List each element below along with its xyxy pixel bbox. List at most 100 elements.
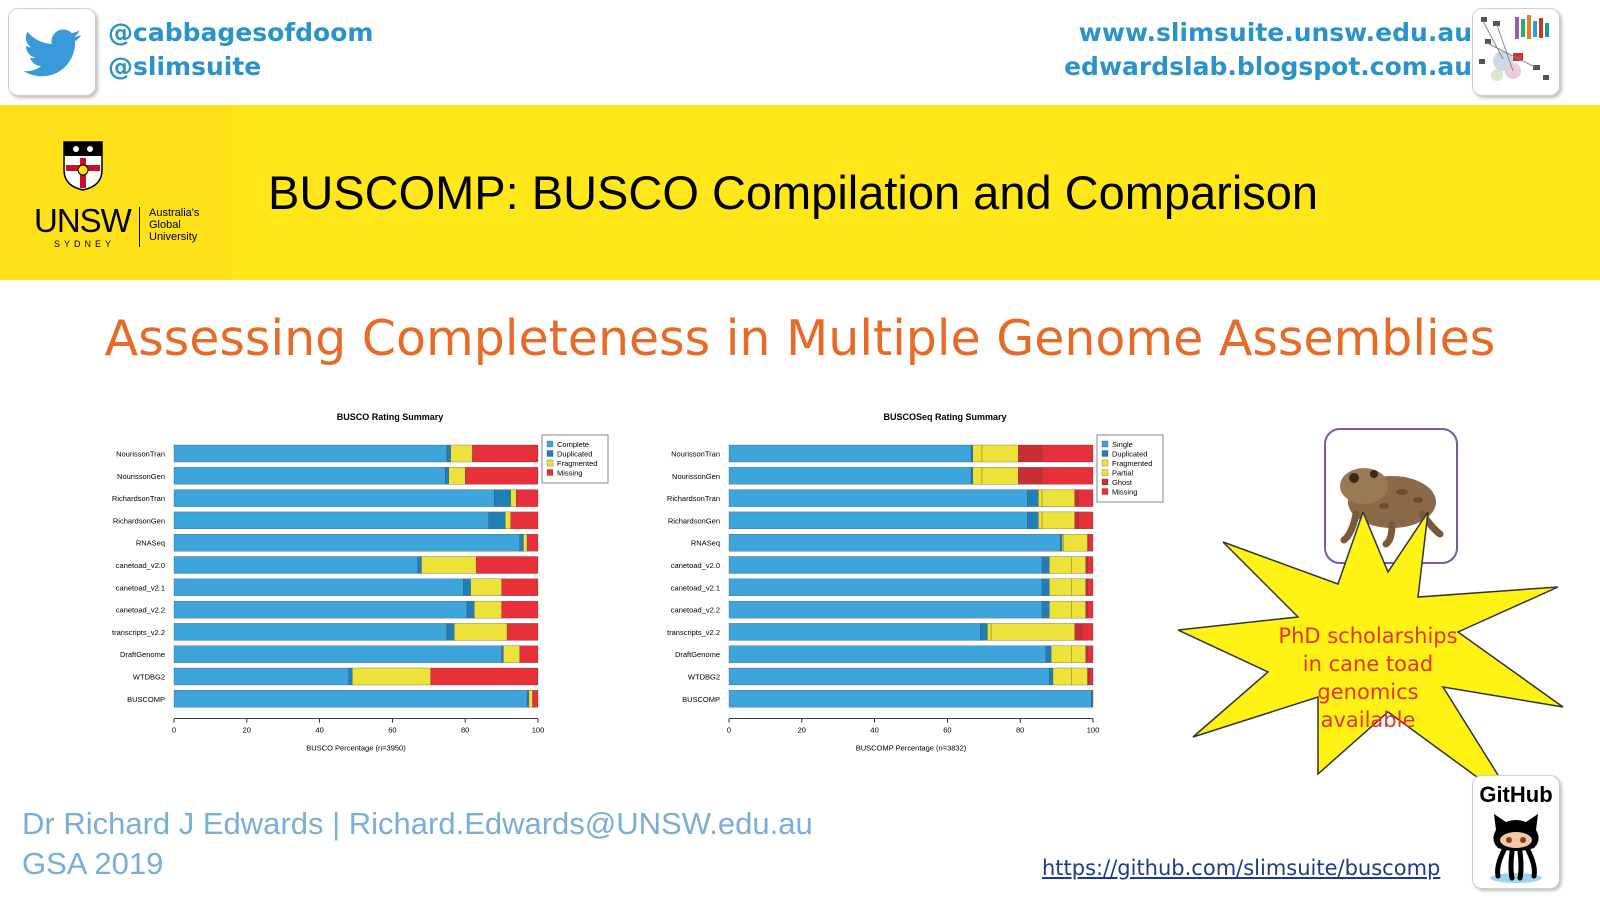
author-contact[interactable]: Dr Richard J Edwards | Richard.Edwards@U…: [22, 806, 813, 841]
bar-segment: [1074, 511, 1079, 530]
category-label: RichardsonTran: [667, 494, 720, 503]
bar-segment: [1052, 667, 1072, 686]
bar-segment: [173, 489, 495, 507]
bar-segment: [1045, 645, 1052, 663]
bar-segment: [1041, 467, 1094, 485]
category-label: DraftGenome: [120, 650, 165, 659]
legend-label: Ghost: [1112, 478, 1133, 487]
bar-segment: [1049, 556, 1072, 574]
bar-segment: [1078, 489, 1094, 507]
x-tick-label: 80: [1016, 726, 1024, 735]
category-label: canetoad_v2.0: [671, 561, 720, 570]
category-label: NourissonGen: [117, 472, 165, 481]
slimsuite-logo-icon: [1479, 15, 1549, 81]
tagline-line: University: [149, 231, 198, 243]
github-logo-box[interactable]: GitHub: [1472, 775, 1560, 889]
bar-segment: [173, 600, 468, 619]
bar-segment: [519, 645, 539, 663]
bar-segment: [1049, 667, 1054, 686]
bar-segment: [1085, 645, 1088, 663]
bar-segment: [980, 623, 988, 641]
bar-segment: [348, 667, 353, 686]
bar-segment: [728, 645, 1046, 663]
slimsuite-logo-box[interactable]: [1472, 8, 1560, 96]
bar-segment: [472, 444, 539, 463]
bar-segment: [173, 645, 502, 663]
bar-segment: [728, 623, 981, 641]
bar-segment: [173, 444, 448, 463]
legend-label: Duplicated: [557, 450, 592, 459]
promo-line: in cane toad: [1302, 652, 1434, 676]
legend-label: Missing: [1112, 488, 1137, 497]
legend-label: Fragmented: [557, 459, 597, 468]
unsw-tagline: Australia's Global University: [149, 207, 199, 243]
bar-segment: [1049, 578, 1072, 596]
bar-segment: [506, 623, 539, 641]
twitter-logo-box[interactable]: [8, 8, 96, 96]
legend-swatch: [1101, 459, 1109, 467]
slimsuite-url[interactable]: www.slimsuite.unsw.edu.au: [1078, 18, 1472, 47]
blog-url[interactable]: edwardslab.blogspot.com.au: [1064, 52, 1472, 81]
x-tick-label: 0: [172, 726, 176, 735]
bar-segment: [526, 534, 539, 552]
bar-segment: [1087, 556, 1094, 574]
bar-segment: [970, 444, 974, 463]
bar-segment: [1081, 623, 1094, 641]
bar-segment: [505, 511, 511, 530]
twitter-handle-2[interactable]: @slimsuite: [108, 52, 262, 81]
bar-segment: [501, 645, 504, 663]
bar-segment: [728, 489, 1028, 507]
bar-segment: [173, 690, 528, 708]
bar-segment: [728, 578, 1043, 596]
bar-segment: [446, 444, 451, 463]
x-axis-label: BUSCOMP Percentage (n=3832): [856, 744, 967, 753]
unsw-wordmark: UNSW: [34, 202, 132, 239]
legend-swatch: [1101, 450, 1109, 457]
starburst-shape: [1178, 512, 1564, 808]
logo-divider: [139, 207, 140, 247]
busco-rating-summary-chart: BUSCO Rating Summary NourissonTran Nouriss…: [112, 412, 609, 753]
bar-segment: [173, 578, 464, 596]
octocat-icon: [1490, 814, 1542, 883]
event-name: GSA 2019: [22, 846, 164, 881]
bar-segment: [488, 511, 506, 530]
bar-segment: [1071, 667, 1088, 686]
bar-segment: [1061, 534, 1065, 552]
legend-label: Missing: [557, 469, 582, 478]
github-link[interactable]: https://github.com/slimsuite/buscomp: [1042, 856, 1441, 880]
category-label: RichardsonTran: [112, 494, 165, 503]
bar-segment: [990, 623, 1075, 641]
busco-chart: BUSCO Rating Summary NourissonTran Nouriss…: [100, 405, 620, 775]
category-label: WTDBG2: [133, 673, 165, 682]
bar-segment: [728, 556, 1043, 574]
twitter-bird-icon: [23, 29, 81, 77]
bar-segment: [446, 623, 455, 641]
chart-title: BUSCO Rating Summary: [337, 412, 444, 422]
category-label: WTDBG2: [688, 673, 720, 682]
bar-segment: [728, 600, 1043, 619]
x-tick-label: 20: [798, 726, 806, 735]
bar-segment: [728, 467, 972, 485]
author-block: Dr Richard J Edwards | Richard.Edwards@U…: [22, 804, 813, 884]
twitter-handle-1[interactable]: @cabbagesofdoom: [108, 18, 374, 47]
bar-segment: [417, 556, 422, 574]
legend-swatch: [546, 450, 554, 457]
toad-icon: [1340, 468, 1444, 548]
bar-segment: [987, 623, 992, 641]
unsw-logo[interactable]: UNSW SYDNEY Australia's Global Universit…: [0, 105, 233, 280]
github-label: GitHub: [1479, 782, 1553, 807]
bar-segment: [1074, 623, 1083, 641]
bar-segment: [728, 690, 1092, 708]
legend-swatch: [546, 440, 554, 448]
category-label: RNASeq: [136, 539, 165, 548]
category-label: RichardsonGen: [668, 516, 720, 525]
x-tick-label: 60: [943, 726, 951, 735]
promo-line: PhD scholarships: [1278, 624, 1458, 648]
category-label: canetoad_v2.1: [671, 583, 720, 592]
x-axis-label: BUSCO Percentage (n=3950): [306, 744, 406, 753]
bar-segment: [463, 578, 471, 596]
bar-segment: [523, 534, 528, 552]
bar-segment: [1071, 556, 1086, 574]
bar-segment: [173, 534, 520, 552]
legend-label: Single: [1112, 440, 1133, 449]
